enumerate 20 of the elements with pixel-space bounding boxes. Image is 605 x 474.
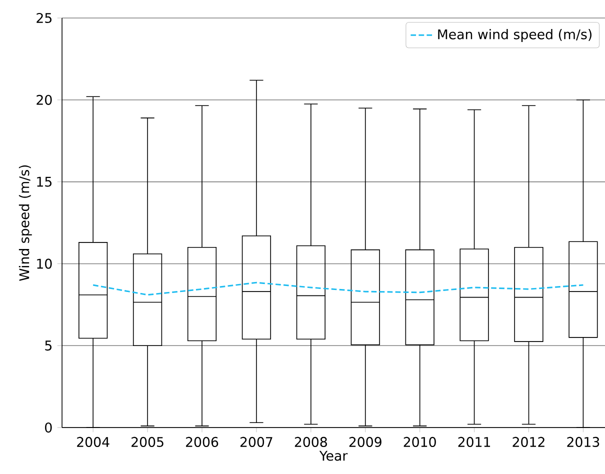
x-axis-title: Year bbox=[319, 451, 348, 461]
line-series bbox=[92, 282, 584, 296]
x-tick-label: 2008 bbox=[294, 437, 327, 448]
x-tick-label: 2010 bbox=[404, 437, 436, 448]
y-tick-label: 15 bbox=[37, 177, 52, 187]
y-axis-title: Wind speed (m/s) bbox=[18, 166, 32, 282]
y-tick-label: 5 bbox=[45, 340, 52, 351]
x-tick-label: 2012 bbox=[512, 437, 544, 448]
x-tick-label: 2005 bbox=[132, 437, 164, 448]
x-tick-label: 2007 bbox=[240, 437, 272, 448]
x-tick-label: 2013 bbox=[567, 437, 600, 448]
x-tick-label: 2006 bbox=[186, 437, 218, 448]
y-tick-label: 25 bbox=[36, 13, 52, 24]
legend-label: Mean wind speed (m/s) bbox=[438, 29, 592, 42]
x-tick-label: 2009 bbox=[349, 437, 382, 448]
x-tick-label: 2004 bbox=[77, 437, 110, 448]
y-tick-label: 0 bbox=[45, 422, 52, 433]
x-tick-label: 2011 bbox=[458, 437, 490, 448]
y-tick-label: 10 bbox=[37, 258, 52, 269]
y-tick-label: 20 bbox=[36, 95, 52, 106]
